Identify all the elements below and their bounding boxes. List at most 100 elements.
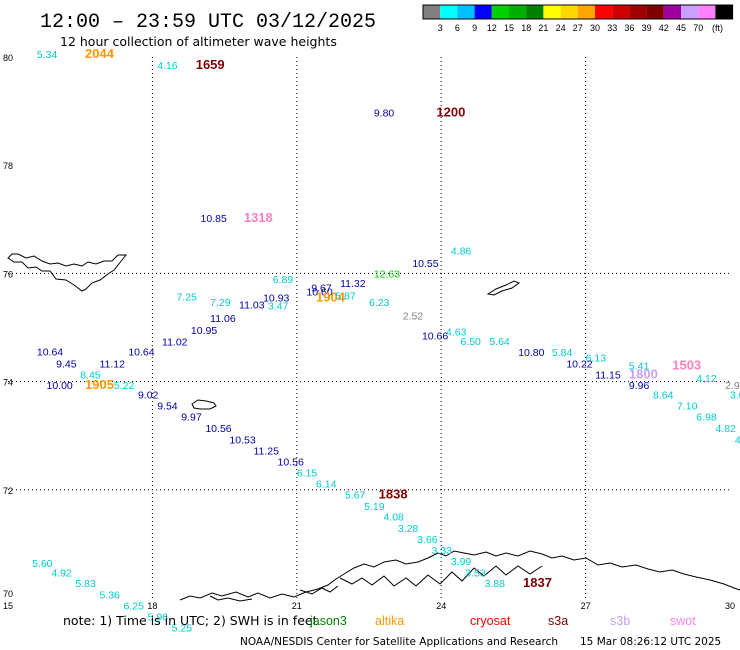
- pass-time-label: 1905: [85, 377, 114, 392]
- satellite-name: altika: [375, 614, 404, 628]
- lon-label: 30: [725, 601, 735, 611]
- wave-height-value: 5.96: [148, 612, 169, 624]
- satellite-name: jason3: [309, 614, 347, 628]
- legend-tick: 39: [642, 23, 652, 33]
- pass-time-label: 1800: [629, 366, 658, 381]
- wave-height-value: 3.99: [451, 556, 472, 568]
- wave-height-value: 6.13: [586, 353, 607, 365]
- wave-height-value: 7.10: [677, 401, 698, 413]
- wave-height-value: 3.28: [398, 523, 419, 535]
- legend-swatch: [612, 5, 630, 19]
- legend-tick: 70: [693, 23, 703, 33]
- wave-height-value: 10.60: [306, 287, 332, 299]
- legend-swatch: [646, 5, 664, 19]
- lon-label: 21: [292, 601, 302, 611]
- pass-time-label: 1838: [379, 486, 408, 501]
- legend-swatch: [681, 5, 699, 19]
- axis-labels: 80 78 76 74 72 70 15 18 21 24 27 30: [3, 53, 735, 611]
- wave-height-value: 5.84: [552, 347, 573, 359]
- legend-swatch: [526, 5, 544, 19]
- legend-swatch: [698, 5, 716, 19]
- wave-height-value: 8.64: [653, 389, 674, 401]
- wave-height-value: 5.87: [335, 290, 356, 302]
- wave-height-value: 6.25: [124, 600, 145, 612]
- wave-height-value: 3.66: [417, 534, 438, 546]
- wave-height-value: 3.33: [432, 545, 453, 557]
- lon-label: 15: [3, 601, 13, 611]
- wave-height-value: 7.29: [210, 297, 231, 309]
- pass-time-label: 1659: [196, 57, 225, 72]
- legend-swatch: [715, 5, 733, 19]
- wave-height-value: 11.12: [99, 359, 125, 371]
- wave-height-value: 5.22: [114, 380, 135, 392]
- wave-height-value: 11.03: [239, 300, 265, 312]
- satellite-name: s3a: [548, 614, 568, 628]
- lat-lon-grid: [8, 57, 730, 598]
- wave-height-value: 9.45: [56, 359, 77, 371]
- pass-time-label: 1200: [436, 105, 465, 120]
- wave-height-value: 2.52: [403, 310, 424, 322]
- wave-height-value: 5.41: [629, 361, 650, 373]
- color-scale-legend: 3 6 9 12 15 18 21 24 27 30 33 36 39 42 45 70: [422, 4, 734, 33]
- wave-height-value: 10.00: [47, 380, 73, 392]
- wave-height-value: 4.63: [446, 327, 467, 339]
- page-subtitle: 12 hour collection of altimeter wave hei…: [60, 34, 337, 49]
- wave-height-value: 9.97: [181, 412, 202, 424]
- wave-height-value: 8.45: [80, 369, 101, 381]
- page-title: 12:00 – 23:59 UTC 03/12/2025: [40, 11, 376, 34]
- legend-tick: 18: [521, 23, 531, 33]
- wave-height-value: 6.89: [273, 274, 294, 286]
- lat-label: 74: [3, 378, 13, 388]
- legend-swatch: [663, 5, 681, 19]
- pass-time-label: 1837: [523, 575, 552, 590]
- pass-time-label: 1904: [316, 290, 346, 305]
- legend-swatch: [543, 5, 561, 19]
- wave-height-value: 6.50: [460, 336, 481, 348]
- wave-height-value: 11.15: [595, 369, 621, 381]
- wave-height-value: 11.02: [162, 336, 188, 348]
- legend-tick: 42: [659, 23, 669, 33]
- legend-swatch: [509, 5, 527, 19]
- lat-label: 70: [3, 589, 13, 599]
- legend-tick: 36: [624, 23, 634, 33]
- wave-height-value: 9.96: [629, 380, 650, 392]
- lat-label: 80: [3, 53, 13, 63]
- satellite-legend: jason3 altika cryosat s3a s3b swot: [309, 614, 696, 628]
- wave-height-value: 5.25: [172, 623, 193, 635]
- wave-height-value: 10.22: [566, 359, 592, 371]
- legend-tick: 30: [590, 23, 600, 33]
- wave-height-value: 3.07: [730, 389, 740, 401]
- legend-swatch: [560, 5, 578, 19]
- wave-height-value: 4.12: [696, 373, 717, 385]
- satellite-name: cryosat: [470, 614, 511, 628]
- wave-height-value: 4.08: [383, 512, 404, 524]
- wave-height-labels: 5.34 2044 4.16 1659 9.80 1200 10.85 1318 4.86 10.…: [32, 46, 740, 634]
- legend-tick: 15: [504, 23, 514, 33]
- wave-height-value: 3.88: [485, 578, 506, 590]
- wave-height-value: 12.63: [374, 269, 400, 281]
- wave-height-value: 6.14: [316, 479, 337, 491]
- legend-tick: 21: [538, 23, 548, 33]
- wave-height-value: 9.80: [374, 108, 395, 120]
- lat-label: 76: [3, 269, 13, 279]
- footer-credit: NOAA/NESDIS Center for Satellite Applica…: [240, 636, 558, 648]
- legend-swatch: [474, 5, 492, 19]
- satellite-name: s3b: [610, 614, 630, 628]
- legend-swatch: [457, 5, 475, 19]
- satellite-name: swot: [670, 614, 696, 628]
- wave-height-value: 10.80: [518, 347, 544, 359]
- pass-time-label: 1318: [244, 210, 273, 225]
- legend-tick: 3: [438, 23, 443, 33]
- wave-height-value: 6.98: [696, 412, 717, 424]
- wave-height-value: 5.19: [364, 501, 385, 513]
- wave-height-value: 10.93: [263, 293, 289, 305]
- wave-height-value: 4.14: [735, 434, 740, 446]
- wave-height-value: 4.82: [716, 423, 737, 435]
- pass-time-label: 2044: [85, 46, 115, 61]
- wave-height-value: 3.47: [268, 301, 289, 313]
- lon-label: 27: [581, 601, 591, 611]
- wave-height-value: 9.67: [311, 282, 332, 294]
- wave-height-value: 4.92: [51, 567, 72, 579]
- legend-swatch: [423, 5, 441, 19]
